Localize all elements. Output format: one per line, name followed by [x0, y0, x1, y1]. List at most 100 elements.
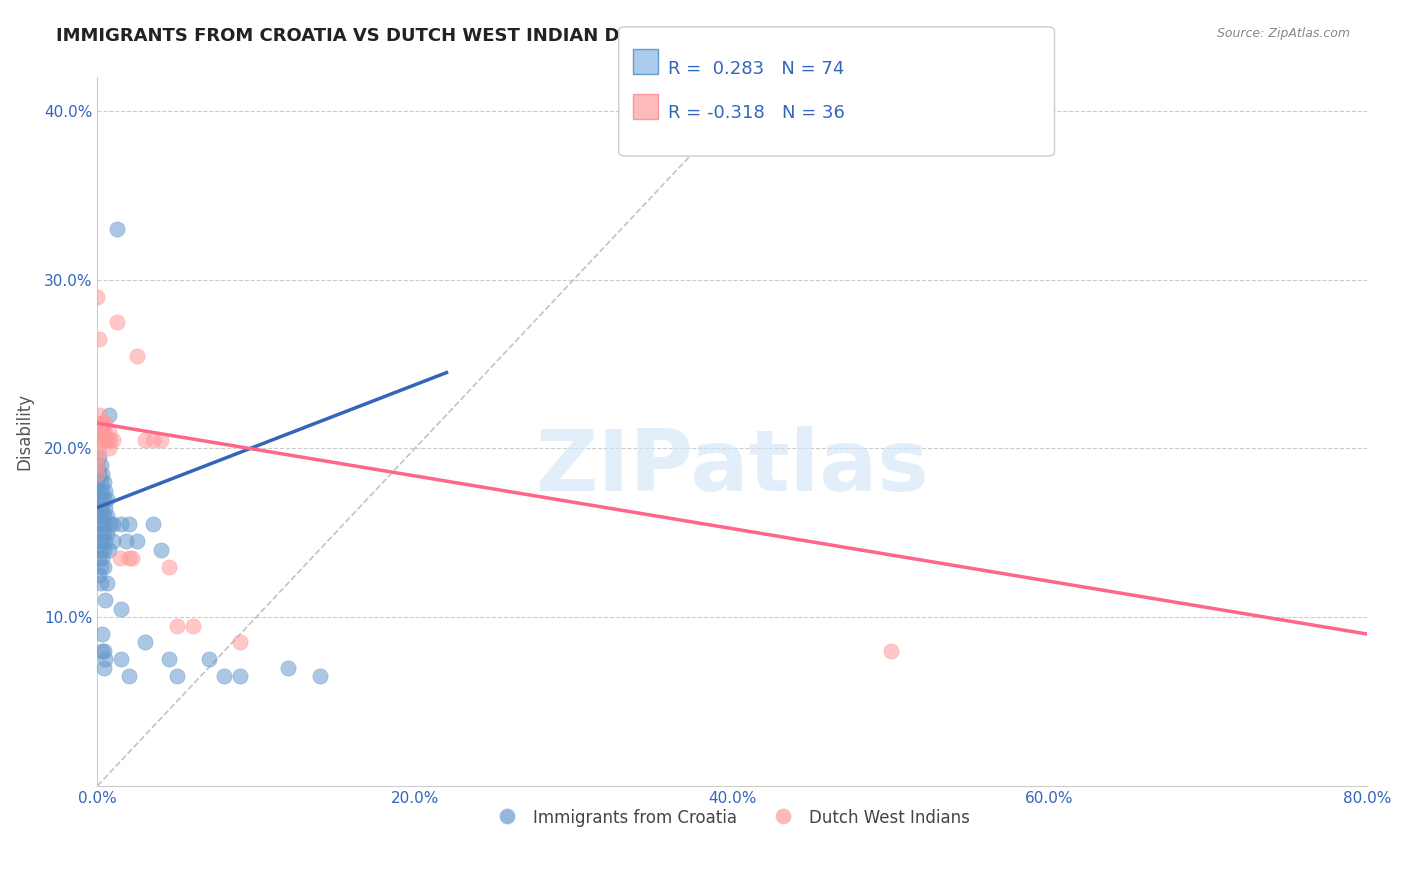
Point	[91, 534, 114, 549]
Text: Source: ZipAtlas.com: Source: ZipAtlas.com	[1216, 27, 1350, 40]
Point	[93, 475, 115, 490]
Point	[87, 450, 110, 464]
Point	[91, 467, 114, 481]
Point	[110, 601, 132, 615]
Point	[134, 635, 156, 649]
Point	[93, 492, 115, 507]
Point	[142, 517, 165, 532]
Point	[94, 500, 117, 515]
Point	[91, 627, 114, 641]
Point	[93, 542, 115, 557]
Point	[94, 517, 117, 532]
Point	[121, 551, 143, 566]
Point	[127, 349, 149, 363]
Point	[91, 500, 114, 515]
Point	[87, 408, 110, 422]
Point	[181, 618, 204, 632]
Point	[308, 669, 330, 683]
Point	[87, 517, 110, 532]
Point	[90, 425, 112, 439]
Point	[149, 433, 172, 447]
Point	[149, 542, 172, 557]
Point	[86, 475, 108, 490]
Point	[94, 416, 117, 430]
Point	[86, 290, 108, 304]
Point	[93, 425, 115, 439]
Point	[166, 669, 188, 683]
Point	[93, 433, 115, 447]
Point	[166, 618, 188, 632]
Point	[96, 525, 118, 540]
Point	[91, 517, 114, 532]
Point	[108, 551, 131, 566]
Point	[87, 551, 110, 566]
Point	[105, 315, 128, 329]
Point	[197, 652, 219, 666]
Point	[90, 559, 112, 574]
Point	[96, 433, 118, 447]
Point	[91, 416, 114, 430]
Point	[91, 644, 114, 658]
Point	[87, 332, 110, 346]
Point	[96, 576, 118, 591]
Point	[110, 517, 132, 532]
Point	[103, 534, 125, 549]
Text: ZIPatlas: ZIPatlas	[536, 425, 929, 508]
Legend: Immigrants from Croatia, Dutch West Indians: Immigrants from Croatia, Dutch West Indi…	[488, 803, 976, 834]
Point	[90, 416, 112, 430]
Point	[90, 508, 112, 523]
Point	[97, 408, 120, 422]
Point	[94, 652, 117, 666]
Point	[87, 483, 110, 498]
Point	[91, 425, 114, 439]
Point	[90, 433, 112, 447]
Point	[93, 644, 115, 658]
Point	[90, 458, 112, 473]
Point	[86, 467, 108, 481]
Point	[87, 467, 110, 481]
Point	[118, 551, 141, 566]
Point	[93, 525, 115, 540]
Point	[91, 551, 114, 566]
Point	[142, 433, 165, 447]
Point	[86, 450, 108, 464]
Point	[115, 534, 138, 549]
Point	[127, 534, 149, 549]
Point	[94, 593, 117, 607]
Point	[103, 433, 125, 447]
Point	[90, 525, 112, 540]
Point	[105, 222, 128, 236]
Point	[229, 635, 252, 649]
Point	[90, 542, 112, 557]
Text: R = -0.318   N = 36: R = -0.318 N = 36	[668, 104, 845, 122]
Point	[214, 669, 236, 683]
Point	[86, 467, 108, 481]
Point	[94, 483, 117, 498]
Point	[87, 442, 110, 456]
Point	[86, 458, 108, 473]
Point	[87, 534, 110, 549]
Point	[90, 492, 112, 507]
Point	[91, 483, 114, 498]
Point	[93, 508, 115, 523]
Point	[87, 568, 110, 582]
Point	[93, 661, 115, 675]
Point	[134, 433, 156, 447]
Point	[880, 644, 903, 658]
Point	[87, 500, 110, 515]
Point	[96, 508, 118, 523]
Point	[86, 483, 108, 498]
Point	[94, 534, 117, 549]
Point	[118, 669, 141, 683]
Point	[93, 416, 115, 430]
Y-axis label: Disability: Disability	[15, 393, 32, 470]
Point	[157, 652, 180, 666]
Point	[157, 559, 180, 574]
Point	[97, 442, 120, 456]
Point	[98, 433, 121, 447]
Point	[86, 492, 108, 507]
Point	[229, 669, 252, 683]
Point	[90, 475, 112, 490]
Point	[277, 661, 299, 675]
Point	[118, 517, 141, 532]
